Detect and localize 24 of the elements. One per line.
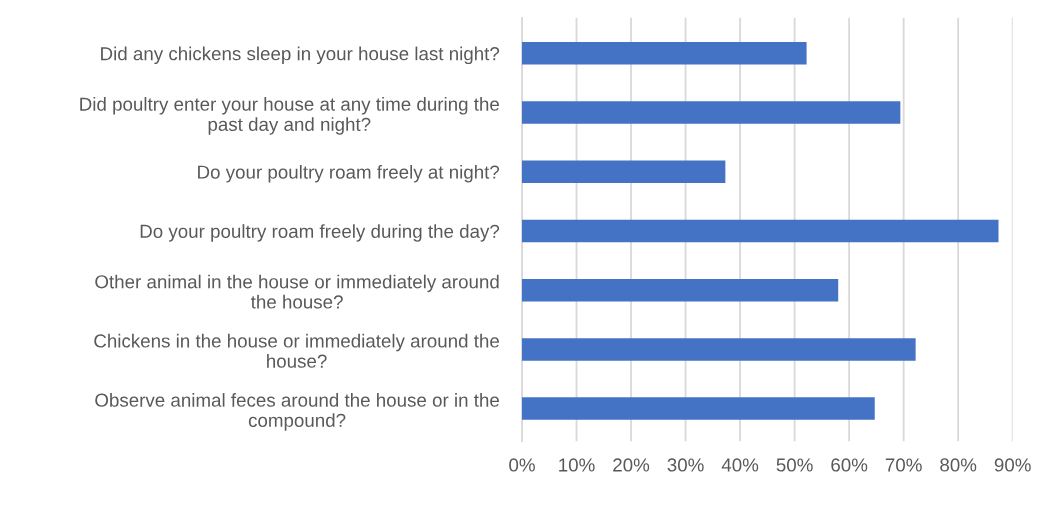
- x-tick-label: 90%: [994, 458, 1031, 472]
- y-tick-label: Other animal in the house or immediately around the house?: [95, 274, 499, 309]
- x-tick-label: 20%: [613, 458, 650, 472]
- bar: [522, 397, 875, 420]
- y-tick-label: Do your poultry roam freely at night?: [198, 164, 500, 183]
- x-tick-label: 70%: [885, 458, 922, 472]
- y-tick-label: Did poultry enter your house at any time during the past day and night?: [80, 97, 499, 135]
- bar: [522, 219, 999, 243]
- x-tick-label: 50%: [776, 458, 813, 472]
- bar: [522, 42, 807, 65]
- bar: [522, 101, 901, 124]
- bar: [522, 338, 916, 361]
- y-tick-label: Chickens in the house or immediately around the house?: [94, 333, 499, 368]
- x-tick-label: 10%: [559, 458, 595, 472]
- x-tick-label: 40%: [721, 458, 759, 472]
- x-tick-label: 0%: [509, 458, 535, 472]
- y-tick-label: Did any chickens sleep in your house last night?: [101, 46, 500, 65]
- bar: [522, 278, 839, 302]
- x-tick-label: 60%: [831, 458, 868, 472]
- x-tick-label: 80%: [940, 458, 977, 472]
- x-tick-label: 30%: [667, 458, 704, 472]
- y-tick-label: Do your poultry roam freely during the day?: [140, 224, 500, 242]
- y-tick-label: Observe animal feces around the house or in the compound?: [95, 393, 499, 431]
- bar: [522, 160, 726, 184]
